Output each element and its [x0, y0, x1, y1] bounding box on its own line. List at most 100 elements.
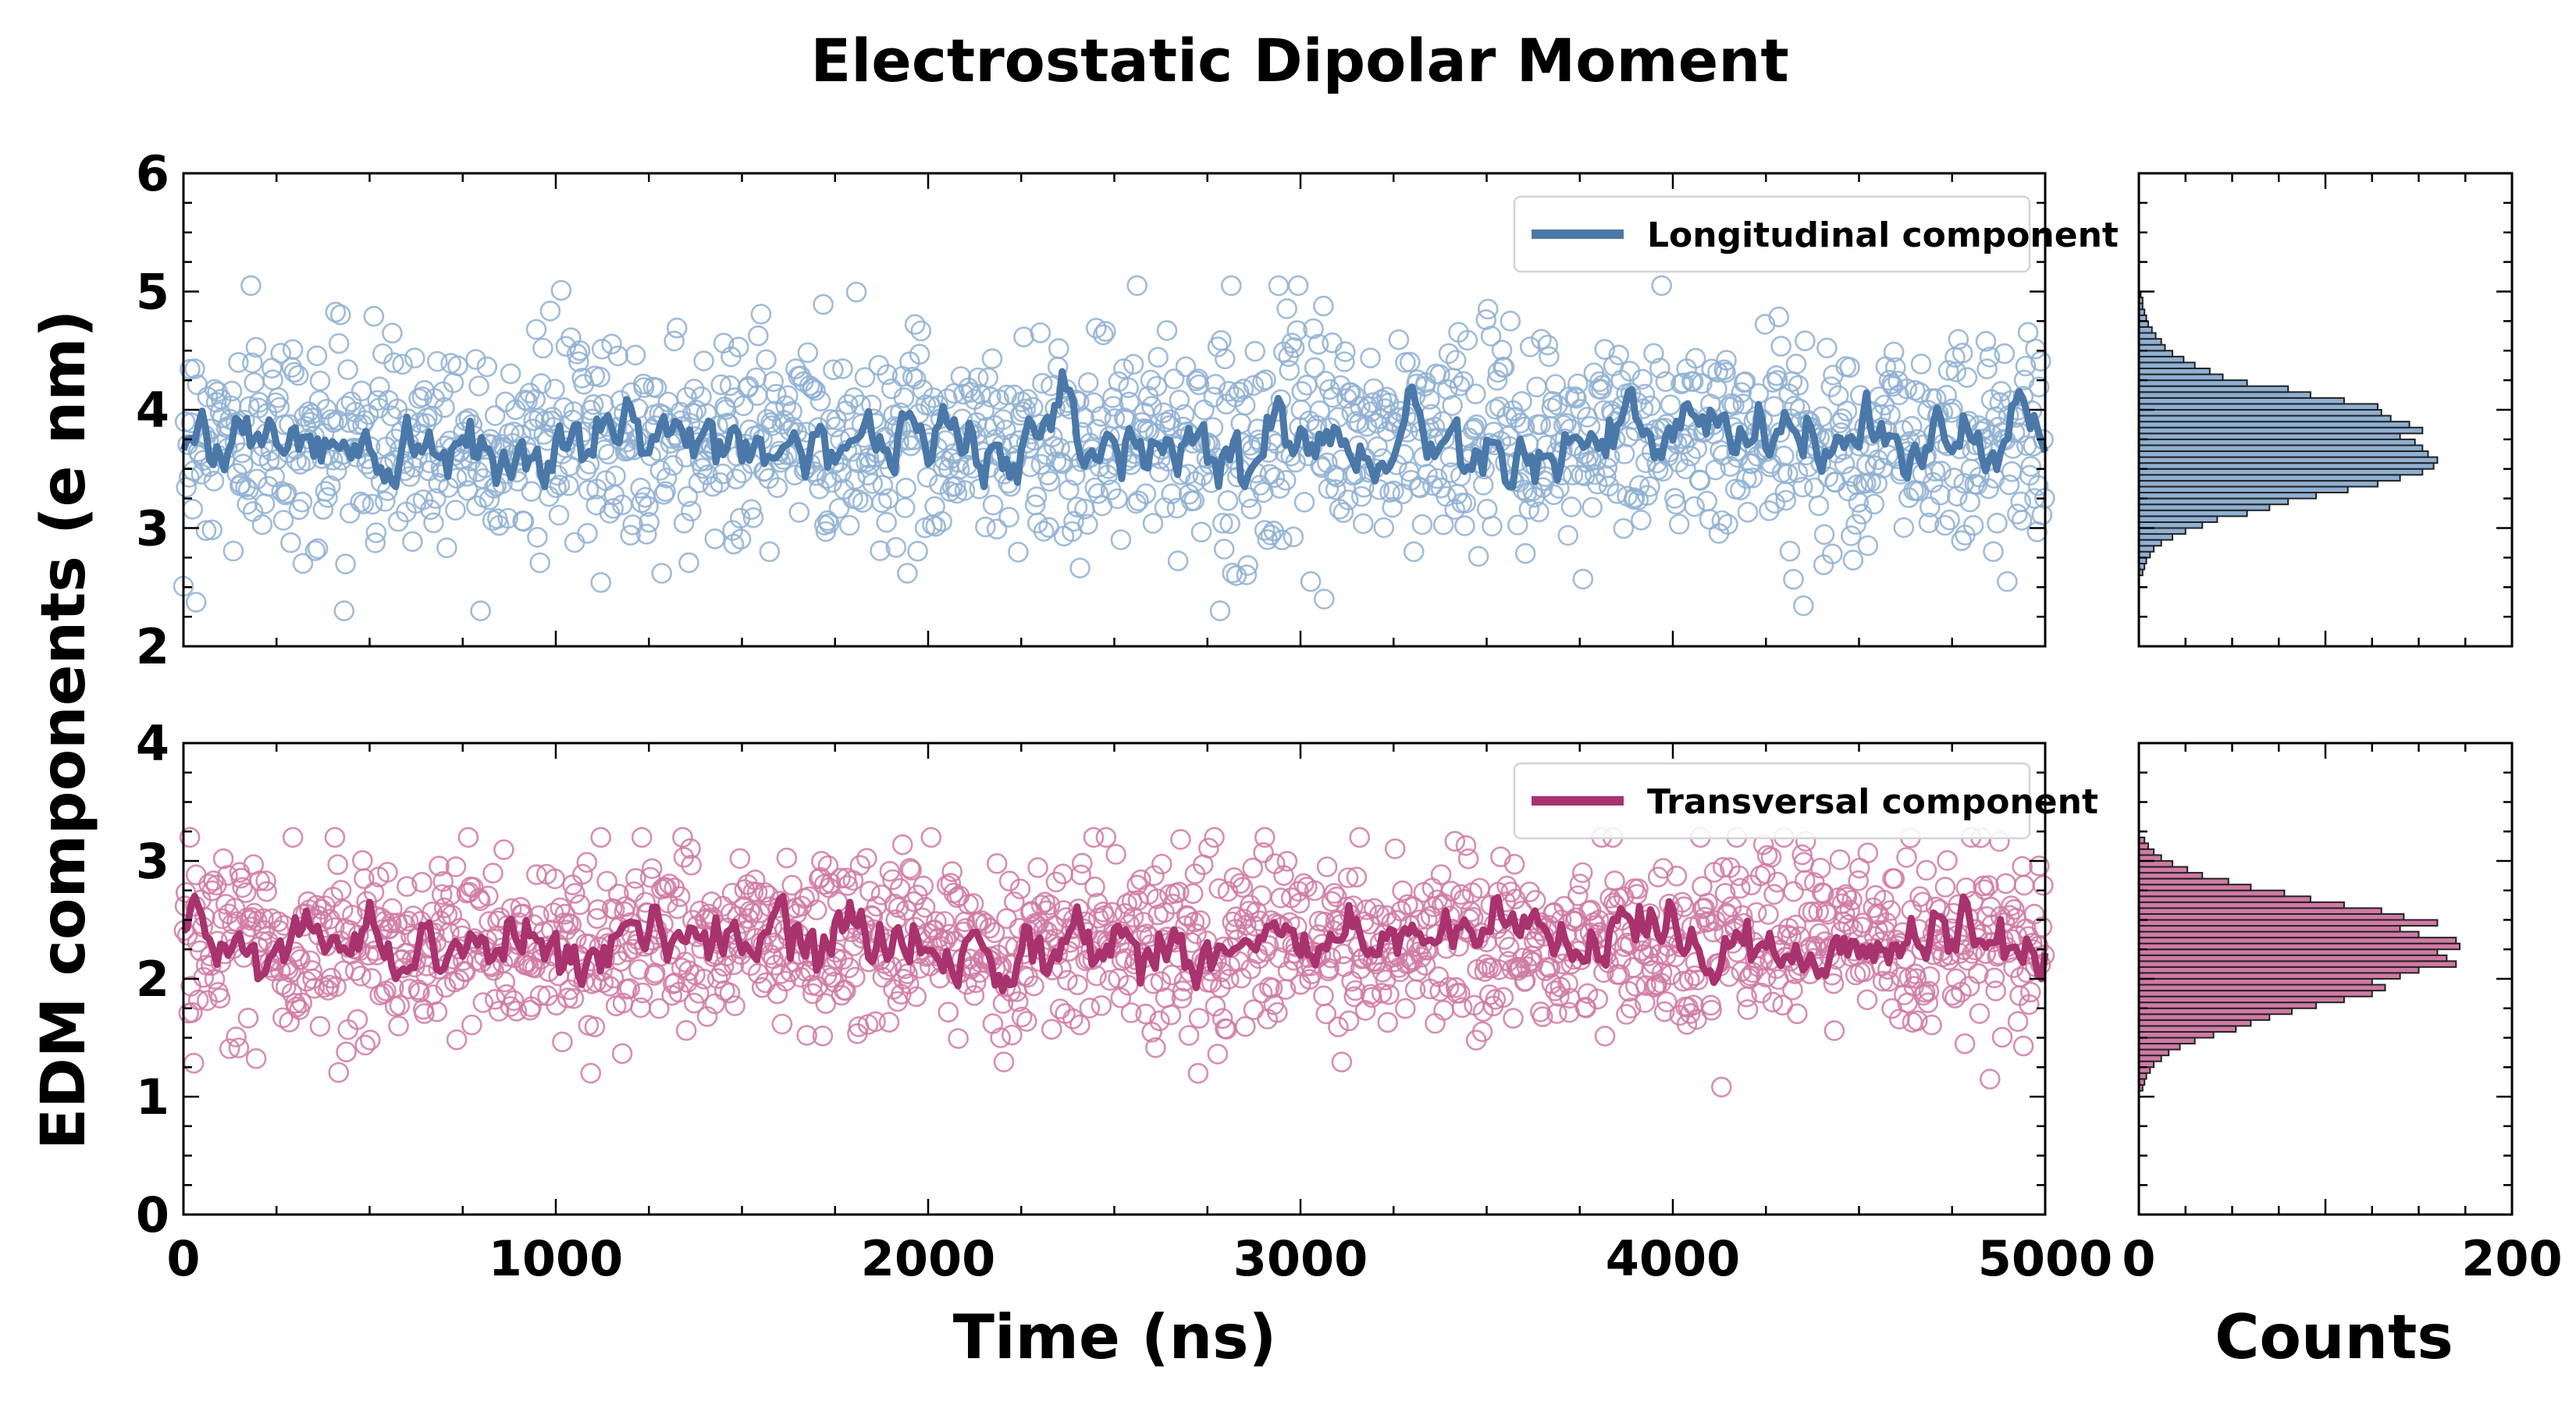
- scatter-point: [1503, 1008, 1524, 1029]
- histogram-bar: [2138, 539, 2162, 547]
- scatter-point: [1763, 884, 1784, 905]
- y-tick-label: 2: [136, 618, 169, 675]
- scatter-point: [1426, 468, 1448, 489]
- scatter-point: [1325, 478, 1347, 500]
- scatter-point: [1113, 358, 1134, 379]
- scatter-point: [612, 992, 634, 1014]
- scatter-point: [1842, 550, 1864, 571]
- histogram-bars: [2138, 290, 2439, 577]
- histogram-bar: [2138, 414, 2392, 423]
- scatter-point: [2012, 1035, 2034, 1057]
- scatter-point: [1229, 873, 1251, 895]
- x-tick-label: 0: [2122, 1230, 2155, 1287]
- scatter-point: [1077, 372, 1099, 393]
- scatter-point: [1640, 395, 1661, 417]
- scatter-point: [1767, 369, 1788, 391]
- scatter-point: [2001, 461, 2023, 482]
- scatter-point: [1526, 376, 1547, 398]
- scatter-point: [937, 388, 958, 410]
- scatter-point: [986, 853, 1008, 874]
- scatter-point: [1557, 525, 1578, 546]
- scatter-point: [1816, 337, 1838, 359]
- scatter-point: [843, 387, 865, 408]
- scatter-point: [1884, 868, 1905, 889]
- scatter-point: [1234, 394, 1256, 416]
- scatter-point: [1050, 451, 1072, 473]
- scatter-point: [1882, 868, 1903, 889]
- scatter-point: [525, 318, 547, 340]
- scatter-point: [977, 367, 998, 389]
- scatter-point: [1009, 878, 1031, 900]
- scatter-point: [521, 481, 543, 502]
- scatter-point: [776, 847, 798, 869]
- scatter-point: [870, 540, 891, 561]
- scatter-point: [1069, 557, 1091, 579]
- scatter-point: [1511, 390, 1532, 412]
- scatter-point: [925, 515, 946, 537]
- scatter-point: [1528, 501, 1550, 523]
- histogram-bar: [2138, 877, 2229, 886]
- scatter-point: [719, 982, 741, 1004]
- scatter-point: [1608, 344, 1630, 366]
- scatter-point: [306, 345, 328, 367]
- scatter-point: [1616, 1004, 1637, 1025]
- scatter-point: [1156, 320, 1178, 341]
- scatter-point: [1368, 478, 1390, 500]
- scatter-point: [697, 464, 718, 486]
- scatter-point: [598, 443, 619, 465]
- scatter-point: [1685, 347, 1706, 369]
- scatter-point: [1403, 541, 1425, 563]
- scatter-point: [1948, 329, 1969, 350]
- scatter-point: [282, 339, 304, 361]
- scatter-point: [1108, 371, 1130, 393]
- scatter-point: [1204, 827, 1225, 848]
- scatter-point: [1783, 880, 1804, 902]
- scatter-point: [2027, 475, 2049, 496]
- scatter-point: [203, 870, 224, 891]
- scatter-point: [1126, 275, 1147, 297]
- histogram-bar: [2138, 421, 2411, 429]
- scatter-point: [309, 370, 331, 392]
- scatter-point: [381, 912, 402, 934]
- scatter-point: [659, 873, 680, 895]
- scatter-point: [1856, 989, 1878, 1011]
- counts-axis-label: Counts: [2215, 1303, 2453, 1373]
- scatter-point: [1102, 396, 1124, 417]
- scatter-point: [560, 914, 582, 935]
- scatter-point: [1027, 857, 1048, 878]
- scatter-point: [1857, 842, 1879, 863]
- scatter-point: [2033, 875, 2054, 896]
- scatter-point: [1237, 555, 1258, 576]
- scatter-point: [975, 516, 996, 538]
- scatter-point: [1300, 571, 1322, 592]
- histogram-bar: [2138, 1019, 2252, 1027]
- scatter-point: [877, 364, 898, 386]
- scatter-point: [290, 949, 311, 970]
- scatter-point: [456, 465, 478, 487]
- scatter-point: [568, 351, 589, 372]
- scatter-point: [179, 467, 200, 488]
- scatter-point: [910, 320, 932, 342]
- scatter-point: [704, 528, 726, 550]
- scatter-point: [1477, 298, 1499, 320]
- scatter-point: [590, 827, 612, 848]
- scatter-point: [1991, 1026, 2013, 1048]
- scatter-point: [1666, 866, 1688, 887]
- x-tick-label: 3000: [1233, 1230, 1368, 1287]
- histogram-bar: [2138, 960, 2457, 968]
- scatter-point: [1530, 414, 1551, 436]
- scatter-point: [704, 993, 726, 1015]
- scatter-point: [1186, 923, 1207, 944]
- scatter-point: [1052, 863, 1073, 884]
- scatter-point: [549, 475, 571, 496]
- scatter-point: [1123, 354, 1144, 375]
- scatter-point: [245, 1048, 267, 1069]
- scatter-point: [249, 870, 270, 891]
- scatter-point: [1787, 1003, 1808, 1025]
- scatter-point: [2012, 855, 2033, 877]
- scatter-point: [1141, 1022, 1162, 1043]
- scatter-point: [325, 301, 347, 323]
- histogram-bar: [2138, 848, 2155, 856]
- scatter-point: [1434, 428, 1455, 450]
